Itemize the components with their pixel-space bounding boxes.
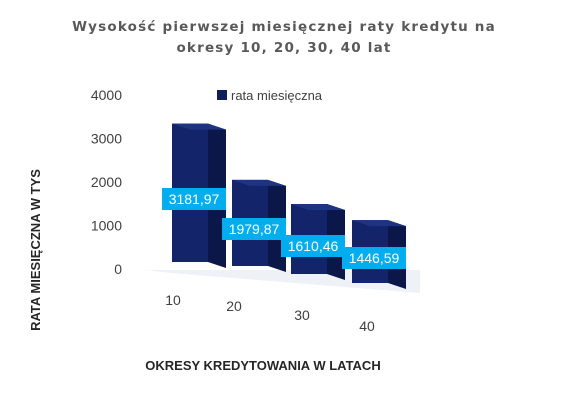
chart-floor [146,270,420,293]
data-label-text: 3181,97 [169,191,220,207]
x-tick-label: 30 [294,307,310,323]
x-tick-label: 10 [165,292,181,308]
y-tick-label: 4000 [91,87,122,103]
x-axis-title: OKRESY KREDYTOWANIA W LATACH [145,358,380,373]
y-tick-label: 0 [114,261,122,277]
x-axis-ticks: 10 20 30 40 [165,292,375,334]
data-label-text: 1979,87 [229,221,280,237]
data-label-box [342,247,406,269]
y-tick-label: 3000 [91,131,122,147]
data-label: 3181,97 [162,188,226,210]
bars: 3181,97 1979,87 1610,46 1446,59 [162,123,406,289]
legend-label: rata miesięczna [231,88,323,103]
x-tick-label: 40 [359,318,375,334]
bar-top [172,123,226,130]
chart-title-line-1: Wysokość pierwszej miesięcznej raty kred… [72,19,496,35]
data-label: 1610,46 [281,235,345,257]
y-axis-title: RATA MIESIĘCZNA W TYS [28,169,43,331]
data-label-box [162,188,226,210]
legend: rata miesięczna [217,88,323,103]
floor-shadow [146,270,420,293]
data-label: 1446,59 [342,247,406,269]
bar-top [352,220,406,227]
legend-swatch [217,90,227,100]
data-label-box [222,218,286,240]
data-label: 1979,87 [222,218,286,240]
data-label-box [281,235,345,257]
data-label-text: 1446,59 [349,250,400,266]
y-tick-label: 2000 [91,174,122,190]
data-label-text: 1610,46 [288,238,339,254]
y-tick-label: 1000 [91,218,122,234]
bar-top [291,203,345,210]
x-tick-label: 20 [226,298,242,314]
bar-top [232,179,286,186]
y-axis-ticks: 0 1000 2000 3000 4000 [91,87,122,277]
chart-title-line-2: okresy 10, 20, 30, 40 lat [176,40,391,56]
